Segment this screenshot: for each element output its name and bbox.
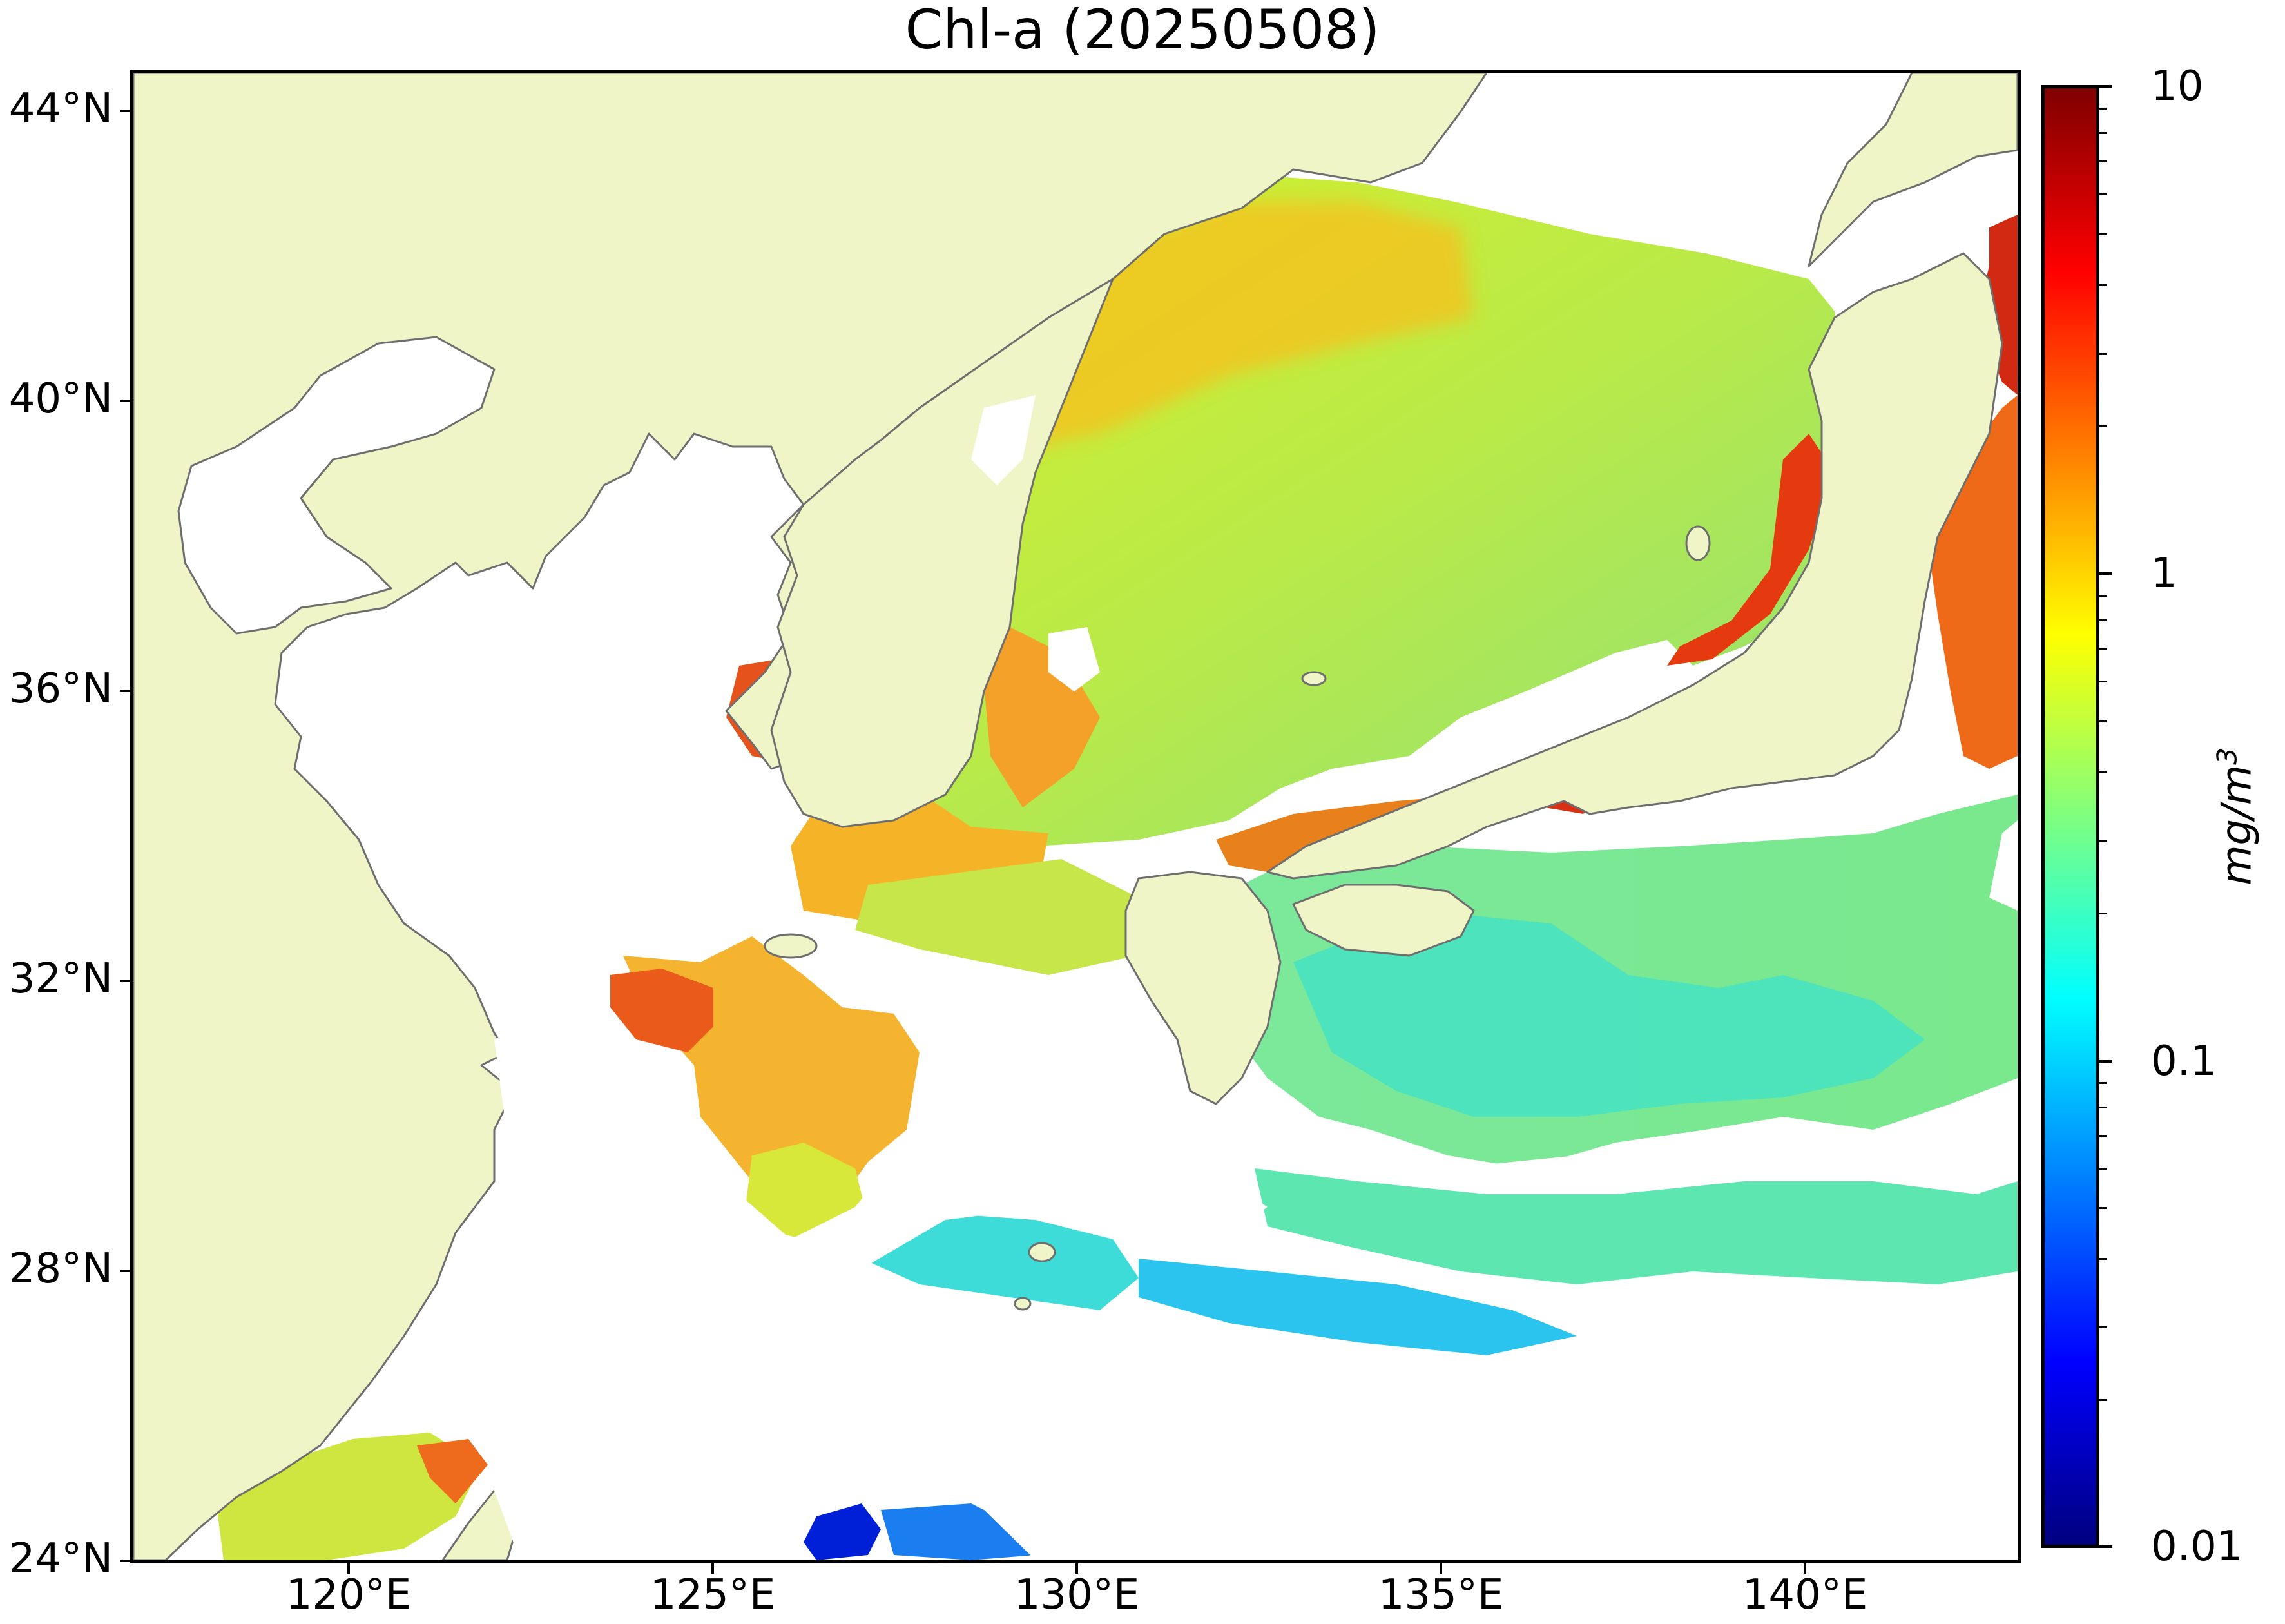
y-tick-label-24n: 24°N [8,1535,113,1583]
cloud-east-china-sea [494,988,2018,1560]
land-amami-island [1028,1242,1056,1262]
colorbar-tick-0-01 [2099,1545,2112,1548]
colorbar-minor-tick [2099,913,2107,914]
x-tick-label-135e: 135°E [1378,1571,1504,1619]
chlorophyll-map [133,73,2018,1560]
colorbar-minor-tick [2099,595,2107,597]
x-tick-label-140e: 140°E [1742,1571,1868,1619]
chl-pacific-south-band [1255,1168,2018,1284]
map-title: Chl-a (20250508) [905,0,1380,61]
colorbar-minor-tick [2099,284,2107,286]
colorbar-unit-exponent: 3 [2211,748,2243,765]
sea-bohai-bay [177,336,496,635]
colorbar-minor-tick [2099,1107,2107,1108]
colorbar [2041,85,2099,1548]
colorbar-minor-tick [2099,840,2107,842]
colorbar-minor-tick [2099,681,2107,682]
chl-pacific-teal-core [1293,911,1925,1117]
colorbar-minor-tick [2099,1082,2107,1084]
colorbar-minor-tick [2099,619,2107,621]
colorbar-unit-label: mg/m3 [2211,748,2261,885]
map-plot-area[interactable] [130,70,2021,1563]
colorbar-label-0-01: 0.01 [2151,1523,2243,1571]
colorbar-label-1: 1 [2151,550,2177,597]
y-tick-label-36n: 36°N [8,665,113,713]
x-tick-mark-120e [347,1563,350,1574]
land-sado-island [1685,525,1711,561]
x-tick-mark-140e [1804,1563,1806,1574]
chl-taiwan-strait [217,1433,481,1560]
colorbar-tick-0-1 [2099,1060,2112,1063]
y-tick-label-32n: 32°N [8,955,113,1003]
land-kyushu [1124,871,1282,1105]
land-oki-island [1301,671,1327,686]
land-small-island [1014,1297,1032,1311]
colorbar-minor-tick [2099,1168,2107,1170]
y-tick-mark-32n [120,980,130,982]
colorbar-minor-tick [2099,1258,2107,1260]
chl-east-china-sea-red [610,969,713,1052]
y-tick-mark-24n [120,1560,130,1562]
colorbar-minor-tick [2099,771,2107,773]
cloud-korea-southwest [1048,627,1100,691]
colorbar-minor-tick [2099,1399,2107,1401]
x-tick-label-120e: 120°E [285,1571,412,1619]
chl-east-china-sea-south [855,1207,1139,1310]
cloud-pacific-mid [1345,1130,2018,1188]
chl-taiwan-strait-red [417,1439,488,1503]
colorbar-minor-tick [2099,233,2107,235]
chl-pacific-blue-band [1139,1259,1577,1355]
chl-tsushima-strait [855,859,1164,975]
colorbar-minor-tick [2099,1207,2107,1209]
chl-tohoku-coast-red [1976,215,2018,395]
land-hokkaido [1808,73,2018,267]
colorbar-minor-tick [2099,193,2107,195]
cloud-pacific-east [1989,820,2018,911]
land-jeju-island [764,933,818,959]
colorbar-minor-tick [2099,425,2107,427]
cloud-sea-of-japan-north [1564,73,1719,240]
y-tick-label-28n: 28°N [8,1245,113,1293]
colorbar-minor-tick [2099,648,2107,650]
colorbar-tick-10 [2099,85,2112,88]
x-tick-mark-135e [1440,1563,1442,1574]
no-data-cloud-layer [494,73,2018,1560]
chl-south-deep-blue [804,1503,881,1560]
x-tick-mark-130e [1075,1563,1078,1574]
colorbar-minor-tick [2099,1326,2107,1328]
colorbar-minor-tick [2099,1135,2107,1137]
colorbar-minor-tick [2099,108,2107,110]
colorbar-label-10: 10 [2151,63,2204,110]
x-tick-label-125e: 125°E [650,1571,776,1619]
x-tick-mark-125e [711,1563,714,1574]
colorbar-minor-tick [2099,353,2107,355]
colorbar-unit-base: mg/m [2213,764,2261,885]
cloud-korea-east-coast [971,395,1036,485]
colorbar-tick-1 [2099,572,2112,575]
y-tick-mark-36n [120,690,130,692]
y-tick-label-40n: 40°N [8,375,113,423]
y-tick-mark-44n [120,110,130,112]
chl-japan-coast-red [1667,434,1835,666]
y-tick-mark-28n [120,1270,130,1272]
y-tick-mark-40n [120,400,130,402]
land-honshu [1266,252,2003,880]
colorbar-minor-tick [2099,132,2107,134]
colorbar-minor-tick [2099,720,2107,722]
colorbar-label-0-1: 0.1 [2151,1038,2217,1085]
y-tick-label-44n: 44°N [8,85,113,133]
x-tick-label-130e: 130°E [1014,1571,1140,1619]
colorbar-minor-tick [2099,160,2107,162]
land-shikoku [1292,884,1475,957]
